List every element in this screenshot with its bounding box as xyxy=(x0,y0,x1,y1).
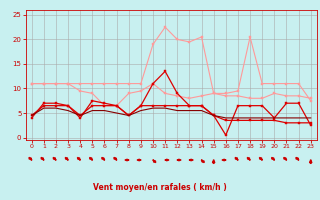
Text: Vent moyen/en rafales ( km/h ): Vent moyen/en rafales ( km/h ) xyxy=(93,183,227,192)
